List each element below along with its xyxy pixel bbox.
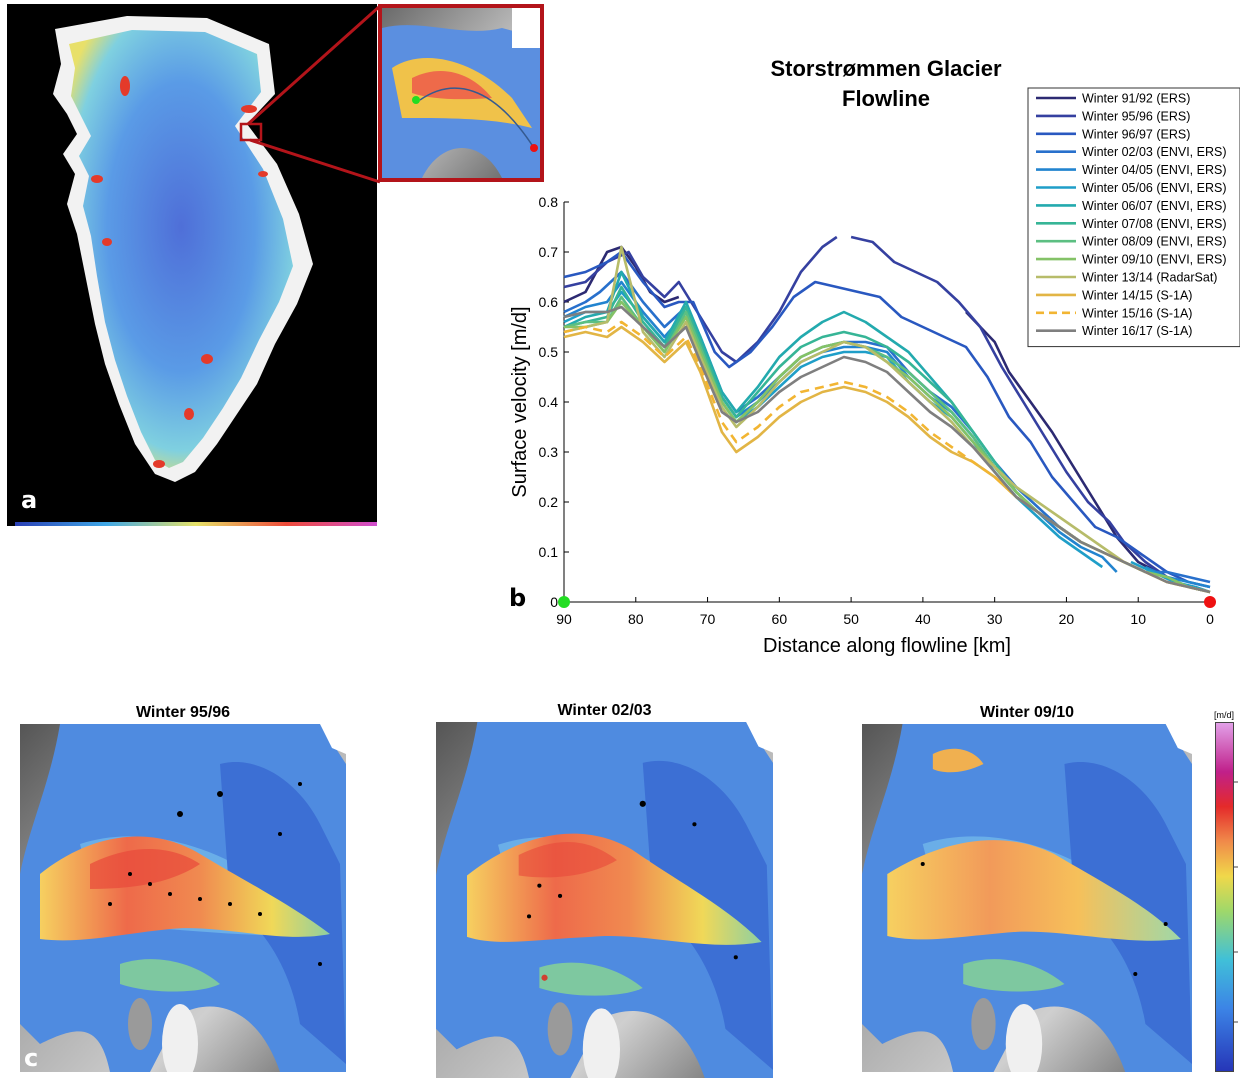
panel-b-label: b (509, 584, 527, 612)
x-tick-label: 40 (915, 611, 931, 627)
legend-label-3: Winter 96/97 (ERS) (1082, 127, 1190, 141)
y-tick-label: 0.6 (539, 294, 559, 310)
legend-label-8: Winter 07/08 (ENVI, ERS) (1082, 217, 1227, 231)
velocity-map-3 (862, 724, 1192, 1072)
map-title-3: Winter 09/10 (979, 704, 1075, 721)
x-tick-label: 10 (1130, 611, 1146, 627)
legend-label-10: Winter 09/10 (ENVI, ERS) (1082, 253, 1227, 267)
y-tick-label: 0.4 (539, 394, 559, 410)
velocity-map-1-image (20, 724, 346, 1072)
outlet-glacier-hotspots (91, 76, 268, 468)
endpoint-marker-1 (558, 596, 570, 608)
y-tick-label: 0.1 (539, 544, 559, 560)
velocity-map-3-image (862, 724, 1192, 1072)
colorbar-ticks (1234, 781, 1238, 1023)
legend-label-1: Winter 91/92 (ERS) (1082, 92, 1190, 106)
colorbar-unit: [m/d] (1213, 710, 1234, 720)
zoom-inset (378, 4, 544, 182)
series-line-14 (563, 305, 1211, 594)
y-tick-label: 0.7 (539, 244, 559, 260)
x-tick-label: 20 (1059, 611, 1075, 627)
series-line-3 (563, 250, 1211, 589)
panel-a: a (7, 4, 377, 526)
flowline-start-marker (412, 96, 420, 104)
series-line-12 (563, 325, 1211, 594)
map-title-1: Winter 95/96 (135, 704, 231, 721)
x-tick-label: 70 (700, 611, 716, 627)
legend-label-4: Winter 02/03 (ENVI, ERS) (1082, 145, 1227, 159)
series-line-11 (563, 245, 1211, 594)
legend-label-11: Winter 13/14 (RadarSat) (1082, 271, 1217, 285)
x-tick-label: 90 (556, 611, 572, 627)
velocity-map-2-image (436, 722, 773, 1078)
greenland-ice-sheet (69, 30, 293, 468)
velocity-map-2 (436, 722, 773, 1078)
legend-label-14: Winter 16/17 (S-1A) (1082, 324, 1192, 338)
zoom-connector (247, 4, 381, 184)
chart-title-line-1: Storstrømmen Glacier (770, 56, 1002, 81)
zoom-inset-map (382, 8, 540, 178)
chart-title-line-2: Flowline (842, 86, 930, 111)
x-tick-label: 30 (987, 611, 1003, 627)
x-axis-label: Distance along flowline [km] (763, 635, 1011, 657)
x-tick-label: 50 (843, 611, 859, 627)
panel-a-colorbar (15, 522, 377, 526)
map-title-2: Winter 02/03 (557, 702, 652, 719)
legend-label-13: Winter 15/16 (S-1A) (1082, 306, 1192, 320)
y-tick-label: 0 (550, 594, 558, 610)
velocity-colorbar (1215, 722, 1234, 1072)
x-tick-label: 80 (628, 611, 644, 627)
chart-title: Storstrømmen Glacier Flowline (770, 56, 1002, 111)
x-tick-label: 0 (1206, 611, 1214, 627)
legend-label-5: Winter 04/05 (ENVI, ERS) (1082, 163, 1227, 177)
x-tick-label: 60 (772, 611, 788, 627)
flowline-end-marker (530, 144, 538, 152)
panel-c-label: c (24, 1044, 39, 1072)
legend-label-6: Winter 05/06 (ENVI, ERS) (1082, 181, 1227, 195)
flowline-chart: Storstrømmen Glacier Flowline 90 80 70 60 50 40… (509, 56, 1240, 657)
endpoint-marker-2 (1204, 596, 1216, 608)
y-tick-label: 0.8 (539, 194, 559, 210)
y-tick-label: 0.3 (539, 444, 559, 460)
legend-label-12: Winter 14/15 (S-1A) (1082, 288, 1192, 302)
velocity-map-1 (20, 724, 346, 1072)
greenland-velocity-map (7, 4, 377, 526)
legend-label-7: Winter 06/07 (ENVI, ERS) (1082, 199, 1227, 213)
legend-box (1027, 87, 1240, 348)
y-axis-label: Surface velocity [m/d] (509, 306, 531, 497)
panel-a-label: a (21, 486, 38, 514)
legend-label-2: Winter 95/96 (ERS) (1082, 109, 1190, 123)
y-tick-label: 0.5 (539, 344, 559, 360)
legend-label-9: Winter 08/09 (ENVI, ERS) (1082, 235, 1227, 249)
y-tick-label: 0.2 (539, 494, 559, 510)
